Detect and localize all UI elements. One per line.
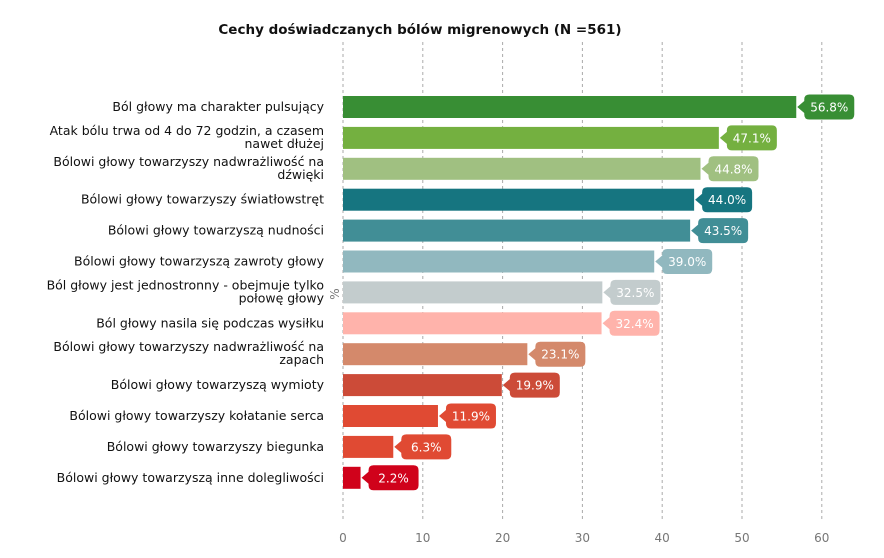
- data-label-bubble: [438, 403, 496, 429]
- data-label: 44.0%: [708, 193, 746, 207]
- bar: [343, 219, 691, 242]
- data-label-bubble: [797, 94, 855, 120]
- bar: [343, 126, 719, 149]
- category-label: zapach: [279, 352, 324, 367]
- category-label: dźwięki: [277, 167, 324, 182]
- bar: [343, 466, 361, 489]
- data-label-bubble: [361, 465, 419, 491]
- category-label: Bólowi głowy towarzyszy biegunka: [107, 439, 324, 454]
- x-tick-label: 40: [655, 531, 670, 545]
- x-tick-label: 20: [495, 531, 510, 545]
- category-label: Bólowi głowy towarzyszą nudności: [108, 223, 324, 238]
- category-label: nawet dłużej: [244, 136, 324, 151]
- category-label: Ból głowy ma charakter pulsujący: [112, 99, 324, 114]
- data-label: 43.5%: [704, 224, 742, 238]
- x-tick-label: 50: [734, 531, 749, 545]
- bar: [343, 343, 528, 366]
- category-label: Bólowi głowy towarzyszy nadwrażliwość na: [53, 339, 324, 354]
- bar: [343, 405, 438, 427]
- category-label: Bólowi głowy towarzyszą zawroty głowy: [74, 254, 325, 269]
- data-label: 56.8%: [810, 101, 848, 115]
- bar: [343, 312, 602, 335]
- data-label-bubble: [691, 218, 749, 244]
- data-label: 39.0%: [668, 255, 706, 269]
- data-label-bubble: [602, 310, 660, 336]
- x-tick-label: 30: [575, 531, 590, 545]
- category-label: Bólowi głowy towarzyszą inne dolegliwośc…: [57, 470, 324, 485]
- data-label-bubble: [701, 156, 759, 182]
- bar: [343, 281, 603, 304]
- x-tick-label: 60: [814, 531, 829, 545]
- data-label: 19.9%: [516, 379, 554, 393]
- bar: [343, 435, 394, 458]
- y-axis-label: %: [328, 288, 342, 299]
- data-label-bubble: [528, 341, 586, 367]
- data-label-bubble: [603, 279, 661, 305]
- data-label: 6.3%: [411, 440, 442, 454]
- category-label: Ból głowy jest jednostronny - obejmuje t…: [47, 277, 324, 292]
- bar: [343, 188, 695, 211]
- category-label: Bólowi głowy towarzyszy światłowstręt: [81, 192, 324, 207]
- data-label-bubble: [655, 249, 713, 274]
- data-label: 32.5%: [616, 286, 654, 300]
- bar: [343, 374, 502, 397]
- data-label: 2.2%: [378, 471, 409, 485]
- category-label: Bólowi głowy towarzyszy nadwrażliwość na: [53, 154, 324, 169]
- category-label: połowę głowy: [239, 290, 325, 305]
- data-label: 23.1%: [541, 348, 579, 362]
- x-tick-label: 0: [339, 531, 347, 545]
- data-label: 44.8%: [714, 162, 752, 176]
- category-label: Bólowi głowy towarzyszą wymioty: [111, 377, 325, 392]
- bar: [343, 250, 655, 273]
- category-label: Ból głowy nasila się podczas wysiłku: [96, 315, 324, 330]
- chart-title: Cechy doświadczanych bólów migrenowych (…: [218, 22, 621, 38]
- data-label-bubble: [502, 372, 560, 398]
- data-label: 11.9%: [452, 410, 490, 424]
- data-label: 32.4%: [615, 317, 653, 331]
- data-label-bubble: [719, 125, 777, 151]
- data-label: 47.1%: [733, 131, 771, 145]
- category-label: Atak bólu trwa od 4 do 72 godzin, a czas…: [50, 123, 324, 138]
- x-tick-label: 10: [415, 531, 430, 545]
- bar: [343, 157, 701, 180]
- data-label-bubble: [394, 434, 452, 460]
- category-label: Bólowi głowy towarzyszy kołatanie serca: [69, 408, 324, 423]
- data-label-bubble: [695, 187, 753, 213]
- bar: [343, 96, 797, 118]
